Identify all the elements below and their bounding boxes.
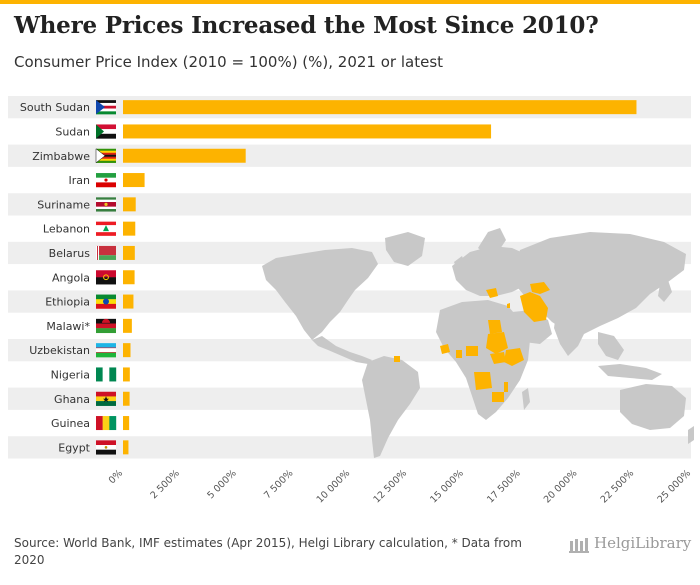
category-label: Egypt [58, 441, 90, 454]
ethiopia-flag-icon [96, 294, 116, 309]
brand-logo: HelgiLibrary [568, 533, 694, 555]
map-japan [658, 280, 672, 302]
chart-subtitle: Consumer Price Index (2010 = 100%) (%), … [14, 53, 444, 71]
category-label: Malawi* [46, 320, 90, 333]
map-australia [620, 384, 686, 430]
egypt-flag-icon [96, 440, 116, 455]
bar [123, 343, 131, 358]
guinea-flag-icon [96, 416, 117, 431]
malawi-flag-icon [96, 318, 116, 334]
map-egypt [488, 320, 502, 334]
map-nigeria [466, 346, 478, 356]
map-sudan [486, 332, 508, 354]
map-indonesia [598, 364, 662, 380]
nigeria-flag-icon [96, 367, 117, 382]
category-label: Zimbabwe [32, 150, 90, 163]
category-label: Belarus [49, 247, 91, 260]
map-europe [452, 246, 536, 296]
bar [123, 440, 129, 455]
map-new-zealand [688, 426, 694, 444]
category-label: Ghana [54, 393, 90, 406]
map-iran [520, 292, 548, 322]
category-label: Iran [69, 174, 91, 187]
x-tick-label: 20 000% [542, 468, 580, 506]
bar [123, 391, 130, 406]
map-madagascar [522, 388, 530, 410]
map-asia [514, 232, 686, 334]
map-ghana [456, 350, 462, 358]
top-accent-bar [0, 0, 700, 4]
uzbekistan-flag-icon [96, 343, 116, 358]
category-label: South Sudan [20, 101, 90, 114]
map-north-america [262, 248, 378, 340]
map-scandinavia [478, 228, 506, 256]
map-india [554, 314, 586, 356]
x-tick-label: 2 500% [149, 468, 182, 501]
map-angola [474, 372, 492, 390]
x-tick-label: 10 000% [315, 468, 353, 506]
bar [123, 270, 135, 285]
bar [123, 367, 130, 382]
category-label: Lebanon [43, 223, 90, 236]
x-tick-label: 5 000% [205, 468, 238, 501]
category-label: Guinea [51, 417, 90, 430]
suriname-flag-icon [96, 197, 116, 212]
x-tick-label: 7 500% [262, 468, 295, 501]
row-stripe [8, 436, 691, 459]
map-ethiopia [504, 348, 524, 366]
row-stripe [8, 387, 691, 410]
map-central-america [312, 336, 372, 364]
map-belarus [486, 288, 498, 298]
category-label: Suriname [37, 198, 90, 211]
map-south-america [362, 356, 420, 458]
x-tick-label: 0% [107, 468, 125, 486]
x-tick-label: 17 500% [485, 468, 523, 506]
angola-flag-icon [96, 270, 116, 285]
bar [123, 318, 132, 333]
map-uzbekistan [530, 282, 550, 294]
category-label: Sudan [55, 125, 90, 138]
map-zimbabwe [492, 392, 504, 402]
ghana-flag-icon [96, 391, 116, 406]
bar [123, 221, 136, 236]
map-south-sudan [490, 352, 506, 364]
bar [123, 173, 145, 188]
category-label: Uzbekistan [29, 344, 90, 357]
category-label: Ethiopia [45, 296, 90, 309]
zimbabwe-flag-icon [95, 148, 116, 164]
bar [123, 124, 492, 139]
x-tick-label: 22 500% [599, 468, 637, 506]
bar [123, 245, 135, 260]
bar [123, 148, 246, 163]
category-label: Angola [52, 271, 90, 284]
bar [123, 294, 134, 309]
world-map-background [262, 228, 694, 458]
category-label: Nigeria [51, 368, 90, 381]
iran-flag-icon [96, 173, 116, 188]
library-columns-icon [569, 538, 589, 553]
map-greenland [385, 232, 425, 266]
bar [123, 416, 130, 431]
map-uk [454, 256, 466, 272]
south-sudan-flag-icon [96, 100, 116, 115]
lebanon-flag-icon [96, 221, 116, 236]
map-malawi [504, 382, 508, 392]
x-tick-label: 12 500% [371, 468, 409, 506]
source-note: Source: World Bank, IMF estimates (Apr 2… [14, 536, 522, 567]
bar [123, 100, 637, 115]
bar [123, 197, 136, 212]
map-guinea [440, 344, 450, 354]
brand-name: HelgiLibrary [594, 534, 692, 552]
chart-title: Where Prices Increased the Most Since 20… [14, 12, 599, 39]
x-tick-label: 15 000% [428, 468, 466, 506]
row-stripe [8, 193, 691, 216]
map-suriname [394, 356, 400, 362]
map-southeast-asia [598, 332, 624, 360]
belarus-flag-icon [96, 245, 116, 260]
map-lebanon [507, 303, 510, 308]
x-tick-label: 25 000% [655, 468, 693, 506]
sudan-flag-icon [96, 124, 116, 139]
